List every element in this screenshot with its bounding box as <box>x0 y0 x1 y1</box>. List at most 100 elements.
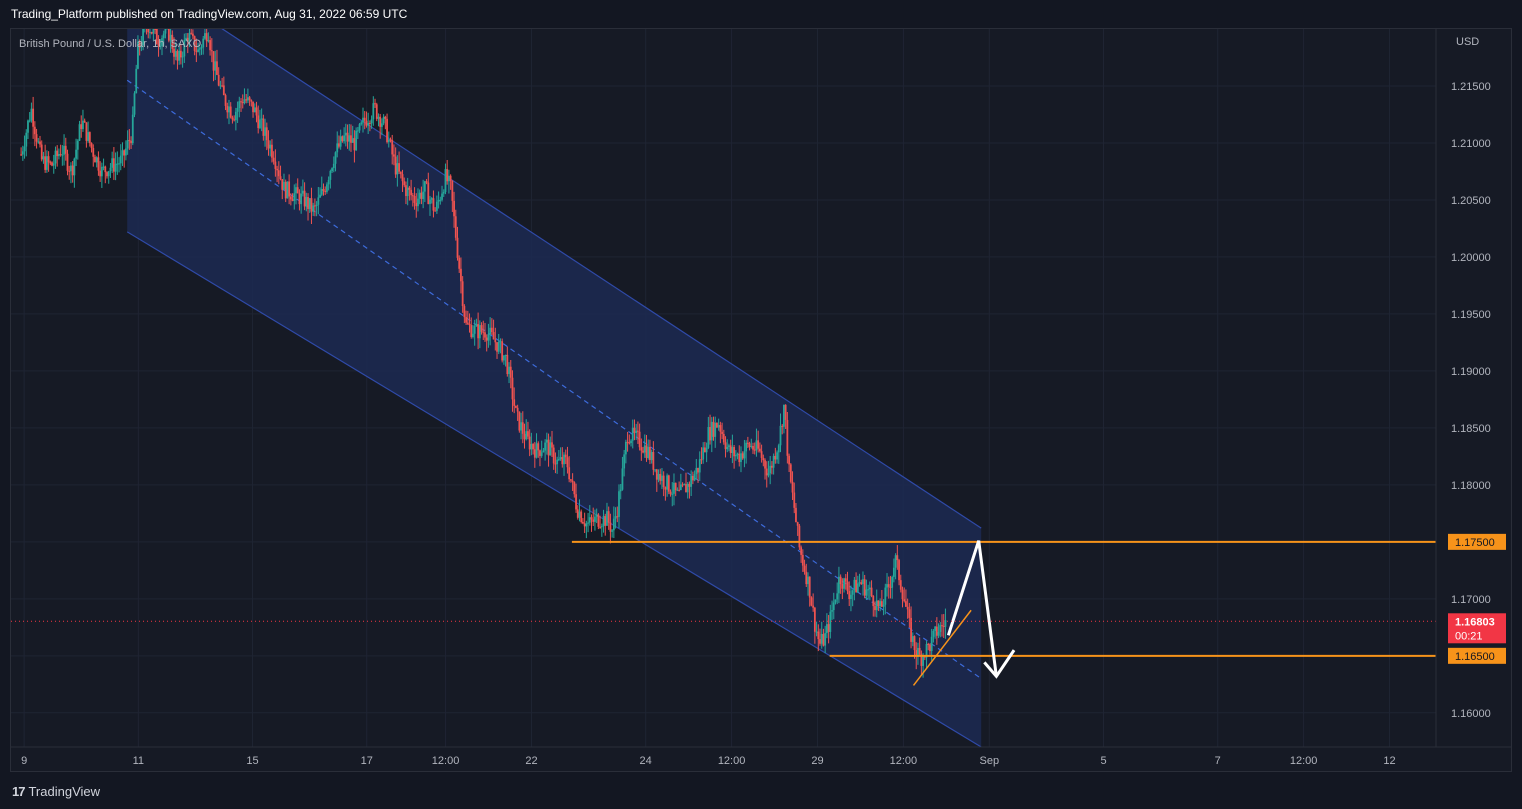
candle-body <box>880 601 883 607</box>
candle-body <box>484 332 486 338</box>
candle-body <box>102 166 105 168</box>
candle-body <box>157 44 160 47</box>
y-tick-label: 1.21000 <box>1451 138 1491 150</box>
candle-body <box>322 189 325 191</box>
candle-body <box>83 120 86 123</box>
candle-body <box>528 436 531 450</box>
candle-body <box>704 447 706 453</box>
y-tick-label: 1.19500 <box>1451 309 1491 321</box>
candle-body <box>795 507 797 523</box>
chart-panel[interactable]: British Pound / U.S. Dollar, 1h, SAXO US… <box>10 0 1512 772</box>
candle-body <box>253 107 256 113</box>
candle-body <box>709 427 711 441</box>
candle-body <box>461 281 464 307</box>
candle-body <box>578 511 581 518</box>
x-tick-label: 12:00 <box>1290 755 1318 767</box>
candle-body <box>104 166 107 173</box>
candle-body <box>370 119 373 124</box>
candle-body <box>667 475 670 492</box>
candle-body <box>212 51 215 71</box>
candle-body <box>25 132 28 147</box>
candle-body <box>850 594 852 600</box>
candle-body <box>107 171 110 177</box>
candle-body <box>308 198 311 209</box>
candle-body <box>353 138 356 151</box>
candle-body <box>915 650 918 657</box>
candle-body <box>592 519 595 522</box>
candle-body <box>599 526 602 528</box>
price-axis[interactable]: USD 1.21500 1.21000 1.20500 1.20000 1.19500 1… <box>1435 29 1511 747</box>
candle-body <box>621 468 624 490</box>
candle-body <box>564 454 567 458</box>
candle-body <box>162 33 165 39</box>
candle-body <box>918 647 921 655</box>
candle-body <box>303 190 306 207</box>
candle-body <box>903 599 906 602</box>
candle-body <box>284 181 287 199</box>
candle-body <box>571 480 574 483</box>
candle-body <box>879 601 882 607</box>
candle-body <box>874 606 876 611</box>
x-tick-label: 22 <box>525 755 537 767</box>
candle-body <box>460 268 462 282</box>
candle-body <box>716 422 718 428</box>
candle-body <box>228 106 230 113</box>
candle-body <box>44 156 47 170</box>
candle-body <box>252 101 254 113</box>
candle-body <box>856 583 859 593</box>
candle-body <box>463 306 466 318</box>
candle-body <box>99 170 102 177</box>
candle-body <box>355 130 358 151</box>
candle-body <box>917 647 919 657</box>
candle-body <box>248 97 251 101</box>
candle-body <box>147 27 150 33</box>
x-tick-label: 12 <box>1383 755 1395 767</box>
candle-body <box>76 140 79 150</box>
last-price-value: 1.16803 <box>1455 616 1495 628</box>
candle-body <box>487 334 490 341</box>
candle-body <box>540 452 543 456</box>
candle-body <box>870 587 873 597</box>
candle-body <box>539 450 541 456</box>
x-tick-label: 12:00 <box>718 755 746 767</box>
candle-body <box>892 567 895 577</box>
candle-body <box>97 157 100 171</box>
candle-body <box>771 465 773 468</box>
candle-body <box>301 190 304 194</box>
candle-body <box>712 421 715 437</box>
candle-body <box>131 114 134 144</box>
candle-body <box>20 154 23 156</box>
candle-body <box>289 196 292 200</box>
candle-body <box>889 586 892 588</box>
candle-body <box>812 605 815 608</box>
candle-body <box>588 517 591 523</box>
candle-body <box>834 599 837 603</box>
candle-body <box>64 145 67 154</box>
candle-body <box>210 50 213 52</box>
candle-body <box>417 198 419 207</box>
candle-body <box>743 451 746 459</box>
price-badges: 1.17500 1.16500 1.16803 00:21 <box>1448 533 1506 664</box>
candle-body <box>838 576 840 594</box>
candle-body <box>935 626 938 636</box>
candle-body <box>382 116 385 124</box>
candle-body <box>95 157 98 163</box>
candle-body <box>272 157 275 162</box>
candle-body <box>930 636 933 652</box>
candle-body <box>561 457 564 465</box>
candle-body <box>913 636 916 651</box>
candle-body <box>250 100 253 102</box>
candle-body <box>532 443 534 450</box>
candle-body <box>88 132 91 144</box>
candle-body <box>490 327 493 333</box>
candle-body <box>219 85 222 87</box>
x-tick-label: 24 <box>640 755 652 767</box>
candle-body <box>894 555 897 568</box>
time-axis[interactable]: 9 11 15 17 12:00 22 24 12:00 29 12:00 Sep 5 7 12:00 12 <box>11 746 1511 767</box>
candle-body <box>877 600 880 607</box>
price-chart[interactable]: British Pound / U.S. Dollar, 1h, SAXO US… <box>11 0 1511 771</box>
candle-body <box>411 195 414 197</box>
tradingview-logo[interactable]: 17 TradingView <box>12 784 100 799</box>
candle-body <box>176 51 179 61</box>
candle-body <box>796 522 799 526</box>
